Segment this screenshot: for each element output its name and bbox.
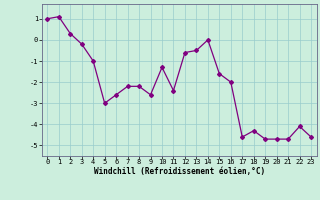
- X-axis label: Windchill (Refroidissement éolien,°C): Windchill (Refroidissement éolien,°C): [94, 167, 265, 176]
